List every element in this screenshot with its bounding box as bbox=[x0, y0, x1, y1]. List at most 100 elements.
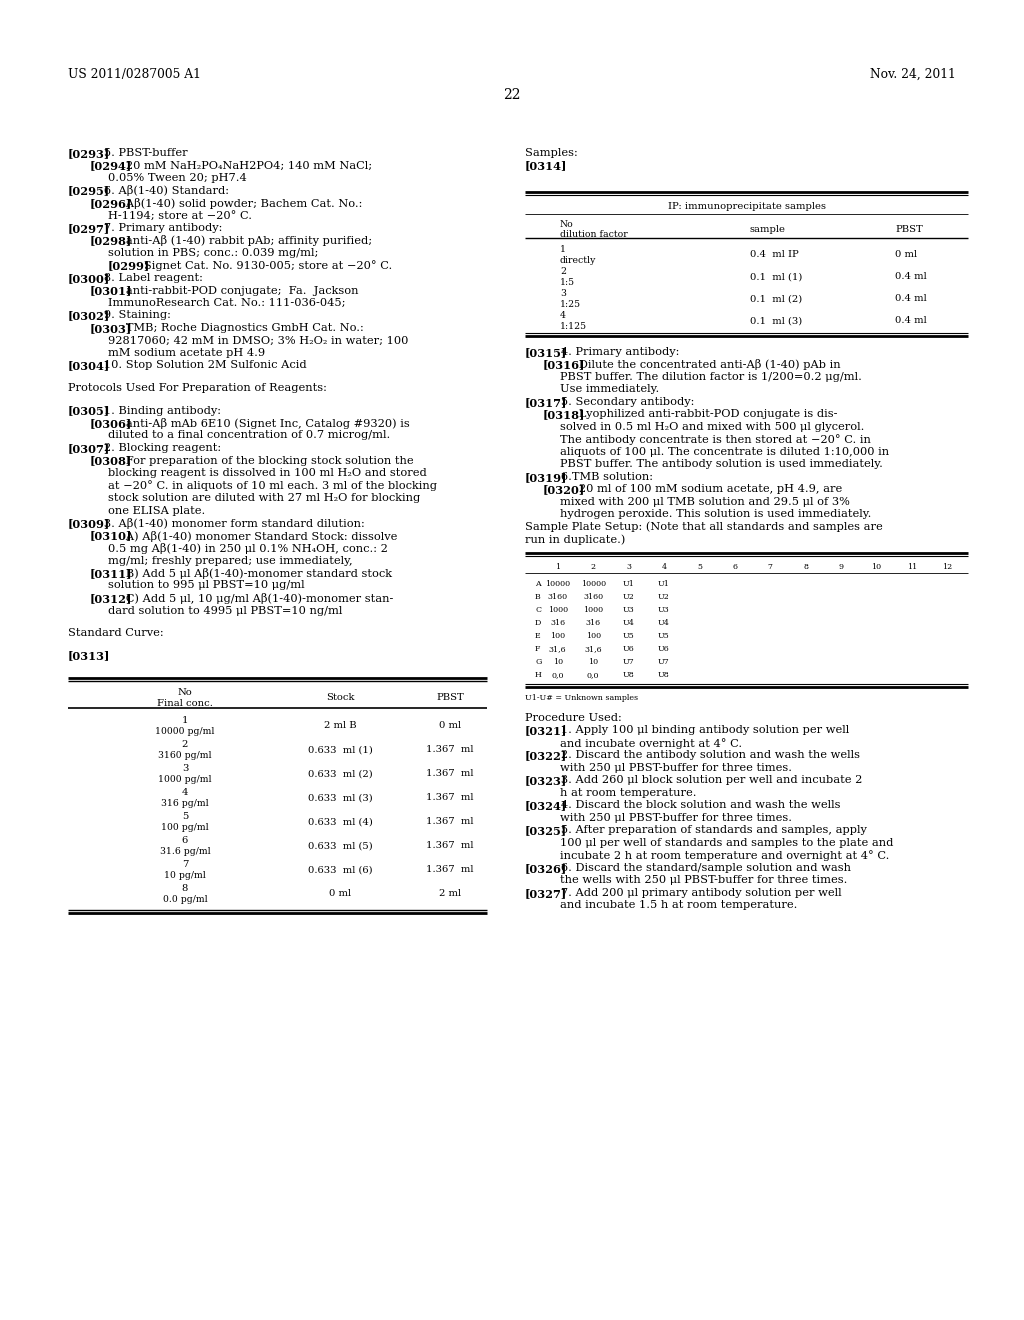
Text: 4: 4 bbox=[560, 310, 566, 319]
Text: 1.367  ml: 1.367 ml bbox=[426, 793, 474, 803]
Text: 0,0: 0,0 bbox=[552, 671, 564, 678]
Text: 2. Discard the antibody solution and wash the wells: 2. Discard the antibody solution and was… bbox=[550, 750, 859, 760]
Text: 0.4 ml: 0.4 ml bbox=[895, 272, 927, 281]
Text: 2 ml: 2 ml bbox=[439, 890, 461, 899]
Text: [0300]: [0300] bbox=[68, 273, 111, 284]
Text: The antibody concentrate is then stored at −20° C. in: The antibody concentrate is then stored … bbox=[560, 434, 870, 445]
Text: mM sodium acetate pH 4.9: mM sodium acetate pH 4.9 bbox=[108, 348, 265, 358]
Text: [0294]: [0294] bbox=[90, 161, 132, 172]
Text: 8. Label reagent:: 8. Label reagent: bbox=[92, 273, 203, 282]
Text: [0296]: [0296] bbox=[90, 198, 132, 209]
Text: Samples:: Samples: bbox=[525, 148, 578, 158]
Text: 0.633  ml (4): 0.633 ml (4) bbox=[307, 817, 373, 826]
Text: Standard Curve:: Standard Curve: bbox=[68, 628, 164, 638]
Text: 1. Apply 100 μl binding antibody solution per well: 1. Apply 100 μl binding antibody solutio… bbox=[550, 725, 849, 735]
Text: 20 mM NaH₂PO₄NaH2PO4; 140 mM NaCl;: 20 mM NaH₂PO₄NaH2PO4; 140 mM NaCl; bbox=[115, 161, 372, 170]
Text: 22: 22 bbox=[503, 88, 521, 102]
Text: 11: 11 bbox=[906, 564, 918, 572]
Text: 1000: 1000 bbox=[583, 606, 603, 614]
Text: Aβ(1-40) solid powder; Bachem Cat. No.:: Aβ(1-40) solid powder; Bachem Cat. No.: bbox=[115, 198, 361, 209]
Text: solution in PBS; conc.: 0.039 mg/ml;: solution in PBS; conc.: 0.039 mg/ml; bbox=[108, 248, 318, 257]
Text: U1-U# = Unknown samples: U1-U# = Unknown samples bbox=[525, 694, 638, 702]
Text: ImmunoResearch Cat. No.: 111-036-045;: ImmunoResearch Cat. No.: 111-036-045; bbox=[108, 298, 345, 308]
Text: [0302]: [0302] bbox=[68, 310, 111, 322]
Text: 5. Secondary antibody:: 5. Secondary antibody: bbox=[550, 397, 694, 407]
Text: Dilute the concentrated anti-Aβ (1-40) pAb in: Dilute the concentrated anti-Aβ (1-40) p… bbox=[567, 359, 841, 370]
Text: H-1194; store at −20° C.: H-1194; store at −20° C. bbox=[108, 210, 252, 220]
Text: TMB; Roche Diagnostics GmbH Cat. No.:: TMB; Roche Diagnostics GmbH Cat. No.: bbox=[115, 323, 364, 333]
Text: [0321]: [0321] bbox=[525, 725, 567, 737]
Text: U3: U3 bbox=[623, 606, 635, 614]
Text: U6: U6 bbox=[658, 645, 670, 653]
Text: Sample Plate Setup: (Note that all standards and samples are: Sample Plate Setup: (Note that all stand… bbox=[525, 521, 883, 532]
Text: PBST: PBST bbox=[436, 693, 464, 702]
Text: 1: 1 bbox=[181, 715, 188, 725]
Text: 0 ml: 0 ml bbox=[439, 722, 461, 730]
Text: 10: 10 bbox=[871, 564, 882, 572]
Text: the wells with 250 μl PBST-buffer for three times.: the wells with 250 μl PBST-buffer for th… bbox=[560, 875, 848, 886]
Text: with 250 μl PBST-buffer for three times.: with 250 μl PBST-buffer for three times. bbox=[560, 763, 792, 772]
Text: 1. Binding antibody:: 1. Binding antibody: bbox=[92, 405, 220, 416]
Text: 3160 pg/ml: 3160 pg/ml bbox=[158, 751, 212, 760]
Text: 8: 8 bbox=[803, 564, 808, 572]
Text: 2: 2 bbox=[560, 267, 566, 276]
Text: G: G bbox=[535, 657, 542, 667]
Text: [0295]: [0295] bbox=[68, 186, 111, 197]
Text: [0305]: [0305] bbox=[68, 405, 111, 417]
Text: 1000 pg/ml: 1000 pg/ml bbox=[158, 775, 212, 784]
Text: 5: 5 bbox=[697, 564, 701, 572]
Text: 7. Primary antibody:: 7. Primary antibody: bbox=[92, 223, 222, 234]
Text: [0320]: [0320] bbox=[543, 484, 586, 495]
Text: 0.5 mg Aβ(1-40) in 250 μl 0.1% NH₄OH, conc.: 2: 0.5 mg Aβ(1-40) in 250 μl 0.1% NH₄OH, co… bbox=[108, 543, 388, 554]
Text: with 250 μl PBST-buffer for three times.: with 250 μl PBST-buffer for three times. bbox=[560, 813, 792, 822]
Text: U4: U4 bbox=[623, 619, 635, 627]
Text: anti-rabbit-POD conjugate;  Fa.  Jackson: anti-rabbit-POD conjugate; Fa. Jackson bbox=[115, 285, 358, 296]
Text: [0319]: [0319] bbox=[525, 471, 567, 483]
Text: 31.6 pg/ml: 31.6 pg/ml bbox=[160, 847, 210, 855]
Text: 10: 10 bbox=[588, 657, 598, 667]
Text: [0326]: [0326] bbox=[525, 863, 567, 874]
Text: mg/ml; freshly prepared; use immediately,: mg/ml; freshly prepared; use immediately… bbox=[108, 556, 352, 565]
Text: U3: U3 bbox=[658, 606, 670, 614]
Text: at −20° C. in aliquots of 10 ml each. 3 ml of the blocking: at −20° C. in aliquots of 10 ml each. 3 … bbox=[108, 480, 437, 491]
Text: 1:25: 1:25 bbox=[560, 300, 581, 309]
Text: 8: 8 bbox=[182, 884, 188, 894]
Text: Signet Cat. No. 9130-005; store at −20° C.: Signet Cat. No. 9130-005; store at −20° … bbox=[132, 260, 392, 272]
Text: Stock: Stock bbox=[326, 693, 354, 702]
Text: For preparation of the blocking stock solution the: For preparation of the blocking stock so… bbox=[115, 455, 414, 466]
Text: 0.633  ml (2): 0.633 ml (2) bbox=[307, 770, 373, 779]
Text: 0,0: 0,0 bbox=[587, 671, 599, 678]
Text: [0316]: [0316] bbox=[543, 359, 586, 370]
Text: blocking reagent is dissolved in 100 ml H₂O and stored: blocking reagent is dissolved in 100 ml … bbox=[108, 469, 427, 478]
Text: [0313]: [0313] bbox=[68, 651, 111, 661]
Text: Final conc.: Final conc. bbox=[157, 700, 213, 708]
Text: [0318]: [0318] bbox=[543, 409, 586, 420]
Text: 3: 3 bbox=[626, 564, 631, 572]
Text: U5: U5 bbox=[623, 632, 635, 640]
Text: [0311]: [0311] bbox=[90, 568, 132, 579]
Text: 1.367  ml: 1.367 ml bbox=[426, 842, 474, 850]
Text: [0325]: [0325] bbox=[525, 825, 567, 837]
Text: 100 pg/ml: 100 pg/ml bbox=[161, 822, 209, 832]
Text: Lyophilized anti-rabbit-POD conjugate is dis-: Lyophilized anti-rabbit-POD conjugate is… bbox=[567, 409, 837, 420]
Text: 4: 4 bbox=[662, 564, 667, 572]
Text: 3. Aβ(1-40) monomer form standard dilution:: 3. Aβ(1-40) monomer form standard diluti… bbox=[92, 517, 365, 529]
Text: 3: 3 bbox=[182, 764, 188, 774]
Text: 6.TMB solution:: 6.TMB solution: bbox=[550, 471, 652, 482]
Text: 10000: 10000 bbox=[545, 579, 570, 587]
Text: 2: 2 bbox=[591, 564, 596, 572]
Text: [0303]: [0303] bbox=[90, 323, 132, 334]
Text: 12: 12 bbox=[942, 564, 952, 572]
Text: directly: directly bbox=[560, 256, 596, 265]
Text: [0308]: [0308] bbox=[90, 455, 132, 466]
Text: U7: U7 bbox=[658, 657, 670, 667]
Text: 6: 6 bbox=[182, 836, 188, 845]
Text: No: No bbox=[560, 219, 573, 228]
Text: 0.633  ml (1): 0.633 ml (1) bbox=[307, 746, 373, 755]
Text: U5: U5 bbox=[658, 632, 670, 640]
Text: [0324]: [0324] bbox=[525, 800, 567, 812]
Text: anti-Aβ mAb 6E10 (Signet Inc, Catalog #9320) is: anti-Aβ mAb 6E10 (Signet Inc, Catalog #9… bbox=[115, 418, 410, 429]
Text: 0.633  ml (5): 0.633 ml (5) bbox=[307, 842, 373, 850]
Text: U7: U7 bbox=[623, 657, 635, 667]
Text: 0 ml: 0 ml bbox=[329, 890, 351, 899]
